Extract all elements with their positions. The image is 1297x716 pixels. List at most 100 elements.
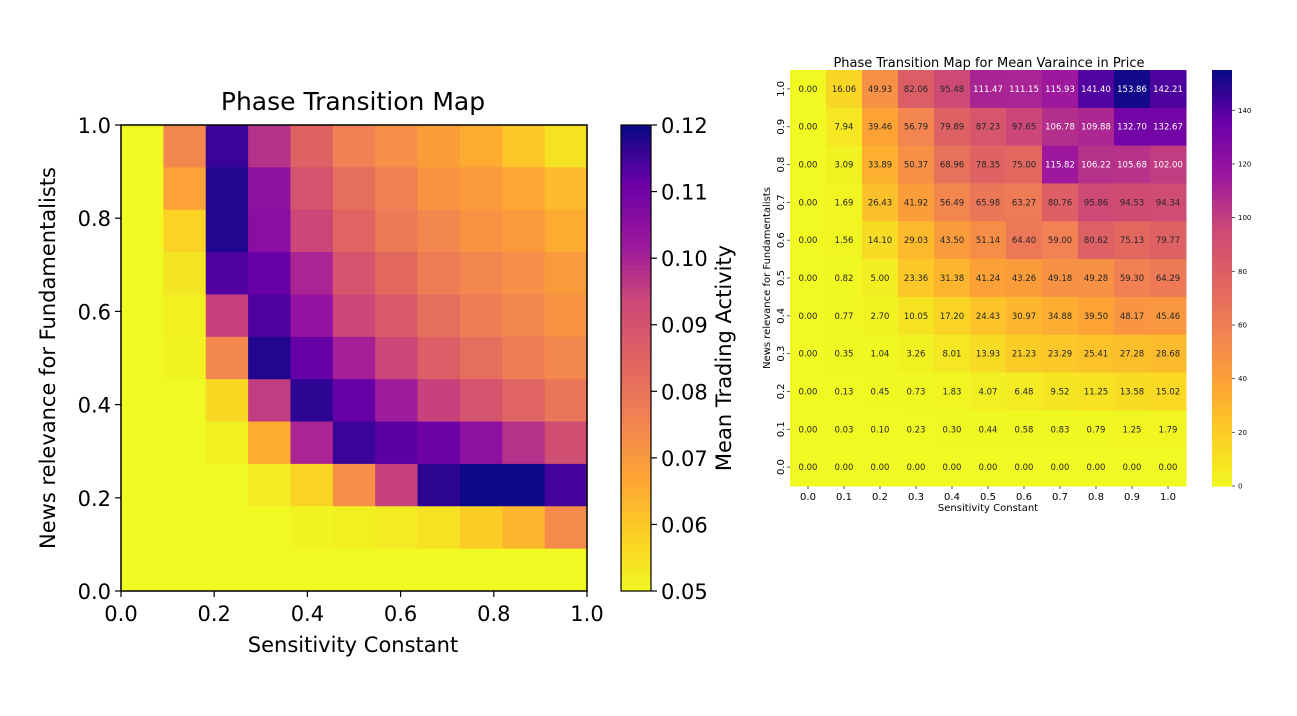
heatmap-cell-value: 56.79	[904, 123, 928, 133]
colorbar-swatch	[621, 526, 651, 534]
x-tick-label: 1.0	[570, 602, 603, 626]
colorbar-swatch	[621, 241, 651, 248]
heatmap-cell	[248, 421, 292, 465]
heatmap-cell-value: 5.00	[871, 274, 890, 284]
colorbar-swatch	[1212, 465, 1232, 471]
heatmap-cell-value: 0.03	[835, 425, 854, 435]
heatmap-cell	[970, 70, 1007, 109]
colorbar-swatch	[1212, 184, 1232, 191]
heatmap-cell	[290, 379, 334, 423]
heatmap-cell-value: 51.14	[976, 236, 1000, 246]
heatmap-cell	[1150, 183, 1187, 222]
colorbar-swatch	[1212, 210, 1232, 217]
heatmap-cell-value: 0.73	[907, 387, 926, 397]
heatmap-cell	[1078, 259, 1115, 298]
x-tick-label: 0.7	[1052, 492, 1068, 503]
colorbar-swatch	[1212, 408, 1232, 414]
colorbar-swatch	[621, 515, 651, 522]
heatmap-cell-value: 9.52	[1051, 387, 1070, 397]
heatmap-cell-value: 49.18	[1048, 274, 1072, 284]
heatmap-cell	[1150, 259, 1187, 298]
heatmap-cell	[1006, 183, 1043, 222]
heatmap-cell-value: 79.89	[940, 123, 964, 133]
colorbar-swatch	[1212, 423, 1232, 430]
heatmap-cell	[1150, 410, 1187, 449]
heatmap-cell	[970, 410, 1007, 449]
heatmap-cell	[790, 107, 827, 147]
heatmap-cell	[375, 421, 419, 465]
colorbar-swatch	[1212, 168, 1232, 175]
colorbar-swatch	[621, 224, 651, 231]
heatmap-cell	[121, 506, 164, 550]
heatmap-cell-value: 28.68	[1156, 350, 1180, 360]
heatmap-cell	[163, 209, 207, 253]
left-x-axis-label: Sensitivity Constant	[248, 633, 458, 657]
heatmap-cell-value: 82.06	[904, 85, 928, 95]
heatmap-cell	[1078, 410, 1115, 449]
colorbar-swatch	[1212, 444, 1232, 451]
colorbar-swatch	[1212, 70, 1232, 76]
heatmap-cell	[248, 463, 292, 507]
x-tick-label: 0.4	[291, 602, 324, 626]
heatmap-cell	[790, 448, 827, 487]
heatmap-cell	[898, 259, 935, 298]
heatmap-cell	[502, 548, 546, 592]
heatmap-cell-value: 15.02	[1156, 387, 1180, 397]
heatmap-cell	[121, 167, 164, 211]
colorbar-swatch	[1212, 335, 1232, 341]
colorbar-swatch	[621, 264, 651, 272]
right-y-axis-label: News relevance for Fundamentalists	[762, 187, 773, 369]
heatmap-cell	[459, 336, 503, 380]
colorbar-swatch	[621, 288, 651, 295]
heatmap-cell	[898, 410, 935, 449]
colorbar-swatch	[621, 311, 651, 318]
colorbar-swatch	[1212, 132, 1232, 139]
left-colorbar: 0.05 0.06 0.07 0.08 0.09 0.10 0.11 0.12	[620, 114, 708, 604]
heatmap-cell	[898, 334, 935, 374]
y-tick-label: 1.0	[776, 81, 787, 97]
heatmap-cell	[1078, 448, 1115, 487]
heatmap-cell	[1114, 70, 1151, 109]
colorbar-swatch	[1212, 382, 1232, 388]
heatmap-cell	[826, 183, 863, 222]
colorbar-swatch	[621, 270, 651, 278]
heatmap-cell	[459, 294, 503, 338]
colorbar-swatch	[1212, 345, 1232, 352]
heatmap-cell	[898, 145, 935, 184]
colorbar-swatch	[1212, 148, 1232, 154]
heatmap-cell	[1114, 107, 1151, 147]
heatmap-cell	[459, 506, 503, 550]
colorbar-tick-label: 0	[1238, 483, 1242, 491]
heatmap-cell-value: 63.27	[1012, 198, 1036, 208]
y-tick-label: 1.0	[78, 114, 111, 138]
heatmap-cell-value: 41.24	[976, 274, 1000, 284]
heatmap-cell	[1078, 372, 1115, 411]
heatmap-cell	[375, 252, 419, 296]
left-x-axis-ticks: 0.0 0.2 0.4 0.6 0.8 1.0	[104, 591, 604, 626]
price-variance-heatmap: Phase Transition Map for Mean Varaince i…	[762, 56, 1251, 514]
heatmap-cell-value: 0.00	[799, 312, 818, 322]
heatmap-cell-value: 0.00	[799, 198, 818, 208]
y-tick-label: 0.2	[78, 487, 111, 511]
heatmap-cell	[1006, 145, 1043, 184]
heatmap-cell	[459, 548, 503, 592]
heatmap-cell	[862, 410, 899, 449]
heatmap-cell-value: 33.89	[868, 161, 892, 171]
colorbar-swatch	[621, 410, 651, 417]
heatmap-cell-value: 115.82	[1045, 161, 1075, 171]
colorbar-swatch	[1212, 439, 1232, 445]
y-tick-label: 0.8	[78, 207, 111, 231]
heatmap-cell	[417, 336, 461, 380]
heatmap-cell	[934, 410, 971, 449]
heatmap-cell	[502, 125, 546, 168]
heatmap-cell	[1006, 372, 1043, 411]
heatmap-cell	[459, 252, 503, 296]
heatmap-cell-value: 1.56	[835, 236, 854, 246]
colorbar-swatch	[621, 258, 651, 266]
heatmap-cell	[1006, 70, 1043, 109]
heatmap-cell	[163, 167, 207, 211]
heatmap-cell	[417, 209, 461, 253]
heatmap-cell-value: 0.00	[835, 463, 854, 473]
heatmap-cell	[898, 448, 935, 487]
